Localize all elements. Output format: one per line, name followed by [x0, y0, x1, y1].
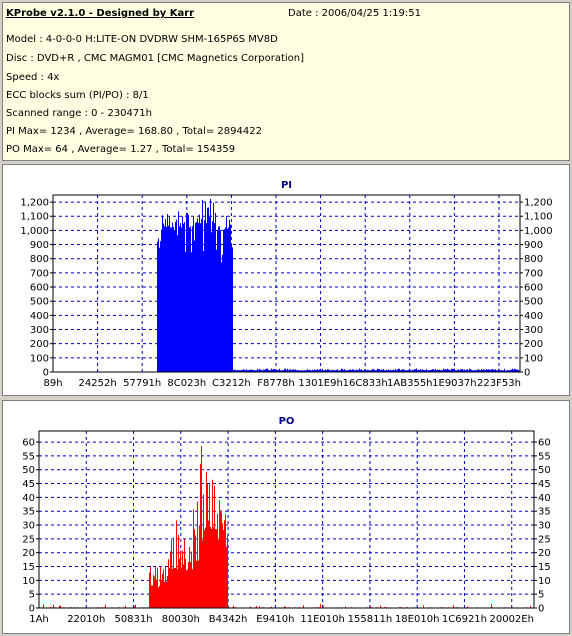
x-tick-label: 57791h [123, 378, 161, 389]
speed-line: Speed : 4x [6, 72, 60, 83]
x-tick-label: 22010h [67, 614, 105, 625]
info-panel: KProbe v2.1.0 - Designed by Karr Date : … [2, 2, 570, 161]
y-tick-label-right: 0 [524, 368, 530, 379]
y-tick-label-left: 20 [22, 548, 35, 559]
x-tick-label: F8778h [257, 378, 295, 389]
app-title: KProbe v2.1.0 - Designed by Karr [6, 8, 195, 19]
plot-frame [52, 194, 521, 373]
scan-date: Date : 2006/04/25 1:19:51 [288, 8, 421, 19]
y-tick-label-left: 5 [29, 590, 35, 601]
y-tick-label-left: 45 [22, 479, 35, 490]
y-tick-label-right: 1,000 [524, 226, 553, 237]
y-tick-label-right: 25 [538, 534, 551, 545]
plot-frame [38, 430, 535, 609]
y-tick-label-left: 1,200 [20, 198, 49, 209]
y-tick-label-right: 200 [524, 339, 543, 350]
x-tick-label: 24252h [79, 378, 117, 389]
y-tick-label-left: 35 [22, 507, 35, 518]
y-tick-label-left: 400 [30, 311, 49, 322]
x-tick-label: 11E010h [300, 614, 344, 625]
x-tick-label: 223F53h [477, 378, 521, 389]
y-tick-label-left: 500 [30, 297, 49, 308]
y-tick-label-right: 35 [538, 507, 551, 518]
x-tick-label: C3212h [212, 378, 251, 389]
y-tick-label-left: 10 [22, 576, 35, 587]
y-tick-label-right: 20 [538, 548, 551, 559]
y-tick-label-left: 55 [22, 451, 35, 462]
y-tick-label-left: 60 [22, 438, 35, 449]
y-tick-label-left: 30 [22, 521, 35, 532]
model-line: Model : 4-0-0-0 H:LITE-ON DVDRW SHM-165P… [6, 34, 278, 45]
y-tick-label-left: 600 [30, 283, 49, 294]
data-bars [39, 446, 534, 608]
y-tick-label-left: 1,000 [20, 226, 49, 237]
x-tick-label: 20002Eh [489, 614, 533, 625]
x-tick-label: 80030h [162, 614, 200, 625]
x-tick-label: 1Ah [29, 614, 49, 625]
po-chart-panel: PO 0 0 5 5 10 10 15 15 20 20 25 25 30 30 35 35 40 40 45 45 50… [2, 400, 570, 634]
y-tick-label-left: 15 [22, 562, 35, 573]
y-tick-label-left: 0 [29, 604, 35, 615]
y-tick-label-left: 50 [22, 465, 35, 476]
range-line: Scanned range : 0 - 230471h [6, 108, 152, 119]
pi-chart: PI 0 0 100 100 200 200 300 300 400 400 500 500 600 600… [20, 180, 553, 389]
chart-title: PI [281, 180, 292, 191]
x-tick-label: 1E9037h [432, 378, 476, 389]
x-tick-label: 89h [43, 378, 62, 389]
y-tick-label-right: 600 [524, 283, 543, 294]
y-tick-label-right: 900 [524, 240, 543, 251]
y-tick-label-right: 1,200 [524, 198, 553, 209]
x-tick-label: 16C833h [343, 378, 388, 389]
y-tick-label-right: 15 [538, 562, 551, 573]
y-tick-label-left: 40 [22, 493, 35, 504]
ecc-line: ECC blocks sum (PI/PO) : 8/1 [6, 90, 149, 101]
po-stats-line: PO Max= 64 , Average= 1.27 , Total= 1543… [6, 144, 236, 155]
x-tick-label: 50831h [114, 614, 152, 625]
disc-line: Disc : DVD+R , CMC MAGM01 [CMC Magnetics… [6, 53, 305, 64]
y-tick-label-right: 500 [524, 297, 543, 308]
x-tick-label: 1C6921h [442, 614, 487, 625]
y-tick-label-right: 55 [538, 451, 551, 462]
y-tick-label-left: 100 [30, 353, 49, 364]
y-tick-label-right: 700 [524, 268, 543, 279]
y-tick-label-right: 45 [538, 479, 551, 490]
x-tick-label: 155811h [348, 614, 393, 625]
y-tick-label-left: 800 [30, 254, 49, 265]
plot-area [39, 431, 534, 608]
y-tick-label-right: 800 [524, 254, 543, 265]
y-tick-label-left: 1,100 [20, 212, 49, 223]
x-tick-label: 1AB355h [387, 378, 433, 389]
y-tick-label-left: 700 [30, 268, 49, 279]
y-tick-label-left: 300 [30, 325, 49, 336]
pi-chart-panel: PI 0 0 100 100 200 200 300 300 400 400 500 500 600 600… [2, 164, 570, 396]
y-tick-label-right: 10 [538, 576, 551, 587]
y-tick-label-right: 60 [538, 438, 551, 449]
y-tick-label-right: 40 [538, 493, 551, 504]
y-tick-label-right: 1,100 [524, 212, 553, 223]
y-tick-label-right: 5 [538, 590, 544, 601]
data-bars [53, 198, 520, 372]
x-tick-label: E9410h [256, 614, 294, 625]
y-tick-label-right: 400 [524, 311, 543, 322]
y-tick-label-left: 25 [22, 534, 35, 545]
y-tick-label-right: 50 [538, 465, 551, 476]
x-tick-label: 1301E9h [298, 378, 342, 389]
plot-area [53, 195, 520, 372]
y-tick-label-left: 900 [30, 240, 49, 251]
x-tick-label: 18E010h [395, 614, 439, 625]
x-tick-label: B4342h [209, 614, 248, 625]
y-tick-label-right: 0 [538, 604, 544, 615]
y-tick-label-left: 200 [30, 339, 49, 350]
chart-title: PO [279, 416, 295, 427]
y-tick-label-left: 0 [43, 368, 49, 379]
pi-stats-line: PI Max= 1234 , Average= 168.80 , Total= … [6, 126, 262, 137]
y-tick-label-right: 100 [524, 353, 543, 364]
y-tick-label-right: 30 [538, 521, 551, 532]
x-tick-label: 8C023h [167, 378, 206, 389]
y-tick-label-right: 300 [524, 325, 543, 336]
